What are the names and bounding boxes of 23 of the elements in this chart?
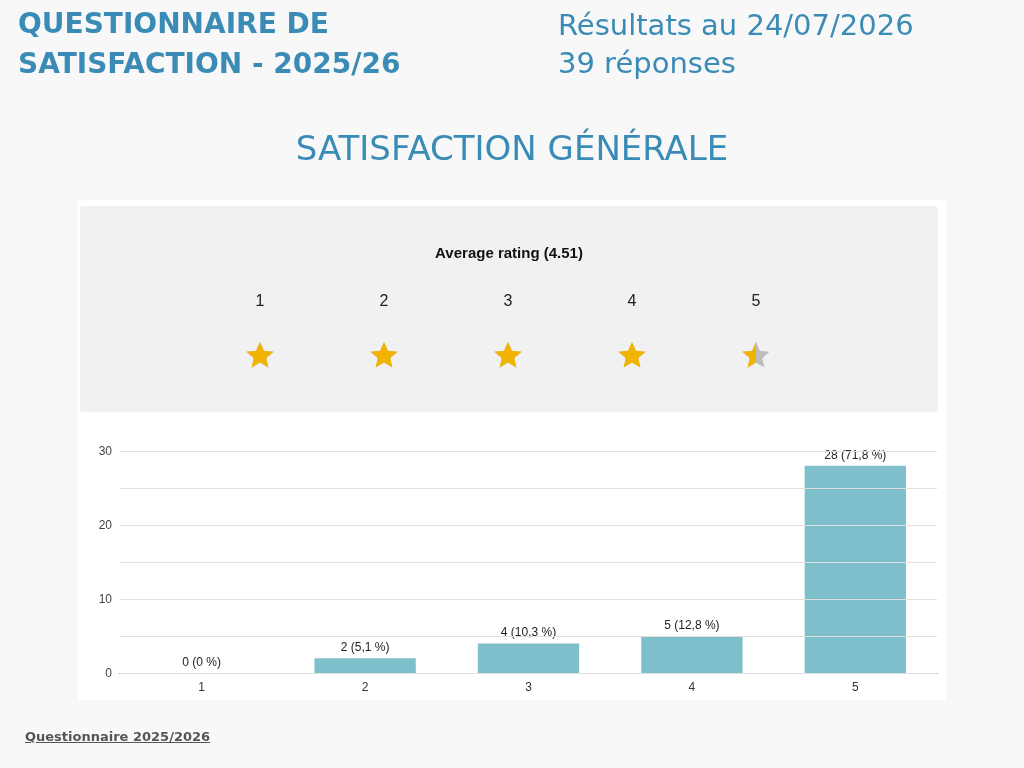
text: SATISFACTION GÉNÉRALE bbox=[294, 128, 730, 168]
text: Average rating (4.51) bbox=[434, 244, 584, 261]
y-tick-label: 20 bbox=[98, 518, 113, 532]
category-label: 4 bbox=[627, 292, 637, 309]
x-tick-label: 2 bbox=[361, 680, 369, 694]
x-tick-label: 4 bbox=[688, 680, 696, 694]
category-label: 1 bbox=[255, 292, 265, 309]
data-label: 5 (12,8 %) bbox=[664, 618, 720, 632]
data-label: 0 (0 %) bbox=[182, 655, 222, 669]
y-tick-label: 0 bbox=[105, 666, 113, 680]
category-label: 5 bbox=[751, 292, 761, 309]
x-tick-label: 1 bbox=[198, 680, 206, 694]
data-label: 4 (10,3 %) bbox=[500, 625, 557, 640]
y-tick-label: 10 bbox=[98, 592, 113, 606]
x-tick-label: 3 bbox=[525, 680, 533, 694]
chart-title: QUESTIONNAIRE DE SATISFACTION - 2025/26 bbox=[18, 6, 402, 82]
y-tick-label: 30 bbox=[98, 444, 113, 458]
chart-subtitle: Résultats au 24/07/2026 39 réponses bbox=[558, 7, 914, 82]
x-tick-label: 5 bbox=[851, 680, 859, 694]
category-label: 3 bbox=[503, 292, 513, 309]
category-label: 2 bbox=[379, 292, 389, 309]
data-label: 2 (5,1 %) bbox=[340, 640, 390, 655]
text: Questionnaire 2025/2026 bbox=[25, 729, 211, 744]
